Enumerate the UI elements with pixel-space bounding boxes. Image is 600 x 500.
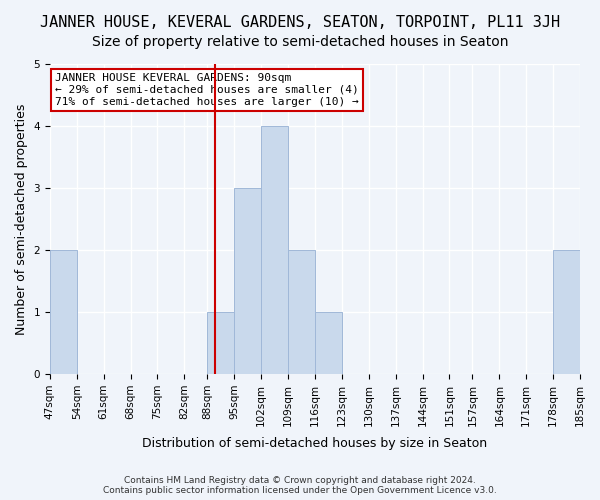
Bar xyxy=(234,188,261,374)
Text: JANNER HOUSE, KEVERAL GARDENS, SEATON, TORPOINT, PL11 3JH: JANNER HOUSE, KEVERAL GARDENS, SEATON, T… xyxy=(40,15,560,30)
Text: Size of property relative to semi-detached houses in Seaton: Size of property relative to semi-detach… xyxy=(92,35,508,49)
Y-axis label: Number of semi-detached properties: Number of semi-detached properties xyxy=(15,104,28,334)
X-axis label: Distribution of semi-detached houses by size in Seaton: Distribution of semi-detached houses by … xyxy=(142,437,488,450)
Text: Contains HM Land Registry data © Crown copyright and database right 2024.
Contai: Contains HM Land Registry data © Crown c… xyxy=(103,476,497,495)
Bar xyxy=(288,250,315,374)
Text: JANNER HOUSE KEVERAL GARDENS: 90sqm
← 29% of semi-detached houses are smaller (4: JANNER HOUSE KEVERAL GARDENS: 90sqm ← 29… xyxy=(55,74,359,106)
Bar xyxy=(261,126,288,374)
Bar xyxy=(553,250,580,374)
Bar xyxy=(208,312,234,374)
Bar xyxy=(315,312,342,374)
Bar xyxy=(50,250,77,374)
